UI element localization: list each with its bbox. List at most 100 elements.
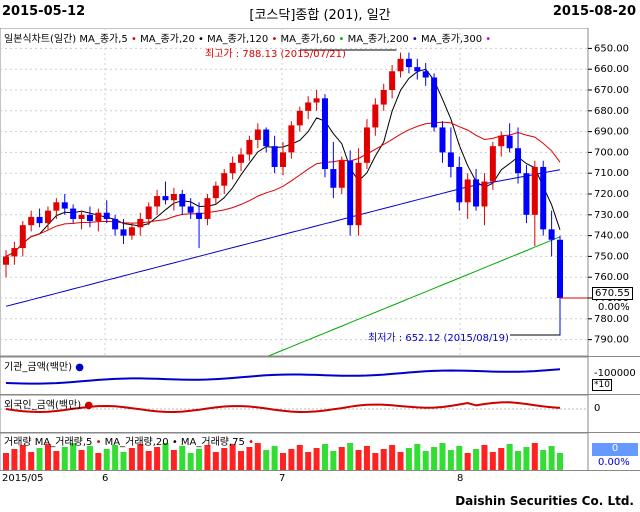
candle-body[interactable] [78,214,85,219]
volume-bar [145,451,152,471]
candle-body[interactable] [154,196,161,207]
candle-body[interactable] [61,202,68,209]
volume-bar [44,444,51,471]
candle-body[interactable] [254,129,261,140]
candle-body[interactable] [44,210,51,224]
candle-body[interactable] [11,248,18,257]
candle-body[interactable] [481,181,488,207]
candle-body[interactable] [506,135,513,149]
candle-body[interactable] [305,102,312,111]
candle-body[interactable] [95,212,102,222]
candle-body[interactable] [288,125,295,153]
candle-body[interactable] [221,173,228,186]
candle-body[interactable] [28,216,35,226]
volume-bar [70,443,77,471]
candle-body[interactable] [380,90,387,105]
candle-body[interactable] [531,166,538,215]
y-tick-label: 750.00 [594,251,629,262]
footer-brand: Daishin Securities Co. Ltd. [455,494,634,508]
candle-body[interactable] [112,218,119,230]
y-tick-label: 740.00 [594,231,629,242]
candle-body[interactable] [137,218,144,228]
candle-body[interactable] [162,196,169,201]
candle-body[interactable] [439,127,446,153]
candle-body[interactable] [540,166,547,230]
candle-body[interactable] [204,198,211,219]
candle-body[interactable] [280,152,286,167]
price-panel[interactable]: 790.00780.00770.00760.00750.00740.00730.… [0,28,640,356]
candle-body[interactable] [36,216,43,224]
volume-bar [330,451,337,471]
candle-body[interactable] [347,160,354,226]
candle-body[interactable] [321,98,328,170]
candle-body[interactable] [128,227,135,236]
candle-body[interactable] [523,173,530,215]
candle-body[interactable] [238,154,245,163]
candle-body[interactable] [363,127,370,163]
candle-body[interactable] [229,162,236,174]
candle-body[interactable] [473,179,480,207]
candle-body[interactable] [422,71,429,78]
candle-body[interactable] [296,110,303,126]
candle-body[interactable] [489,146,496,182]
candle-body[interactable] [196,212,203,219]
volume-bar [221,448,228,471]
legend-item: MA_종가,60 [277,34,339,45]
candle-body[interactable] [212,185,219,199]
volume-bar [229,444,236,471]
price-change: 0.00% [598,302,630,313]
volume-panel[interactable]: 거래량 MA_거래량,5 • MA_거래량,20 • MA_거래량,75 • 0… [0,432,640,471]
volume-bar [431,447,438,471]
candle-body[interactable] [246,139,253,155]
candle-body[interactable] [397,58,404,72]
candle-body[interactable] [170,194,177,201]
institution-panel[interactable]: 기관_금액(백만) ● -100000 *10 [0,356,640,395]
candle-body[interactable] [53,202,60,211]
legend-item: MA_종가,120 [203,34,272,45]
candle-body[interactable] [548,229,555,240]
candle-body[interactable] [405,58,412,68]
candle-body[interactable] [338,160,345,188]
candle-body[interactable] [70,208,77,219]
candle-body[interactable] [389,71,396,90]
candle-body[interactable] [456,166,463,203]
volume-bar [28,452,35,471]
candle-body[interactable] [120,229,127,236]
candle-body[interactable] [263,129,270,147]
candle-body[interactable] [498,135,505,147]
volume-bar [154,447,161,471]
volume-bar [321,444,328,471]
foreign-panel[interactable]: 외국인_금액(백만) ● 0 [0,394,640,433]
candle-body[interactable] [355,162,362,226]
current-value-badge: 670.55 [592,287,633,300]
volume-bar [204,445,211,471]
candle-body[interactable] [179,194,186,207]
candle-body[interactable] [86,214,93,222]
candle-body[interactable] [515,148,522,174]
candle-body[interactable] [19,225,26,249]
volume-bar [380,449,387,471]
foreign-tick: 0 [594,403,601,414]
volume-bar [439,443,446,471]
volume-bar [523,447,530,471]
candle-body[interactable] [103,212,110,219]
volume-bar [78,450,85,471]
volume-bar [254,443,261,471]
candle-body[interactable] [330,169,337,188]
candle-body[interactable] [414,67,421,72]
candle-body[interactable] [3,256,9,265]
candle-body[interactable] [464,179,471,203]
candle-body[interactable] [313,98,320,103]
candle-body[interactable] [145,206,152,219]
candle-body[interactable] [431,77,438,128]
volume-bar [347,443,354,471]
candle-body[interactable] [271,146,278,167]
candle-body[interactable] [372,104,379,128]
candlesticks[interactable] [3,49,588,336]
candle-body[interactable] [557,239,563,298]
price-chart[interactable]: 790.00780.00770.00760.00750.00740.00730.… [0,28,640,356]
candle-body[interactable] [447,152,454,167]
volume-bar [389,445,396,471]
y-tick-label: 730.00 [594,210,629,221]
candle-body[interactable] [187,206,194,213]
